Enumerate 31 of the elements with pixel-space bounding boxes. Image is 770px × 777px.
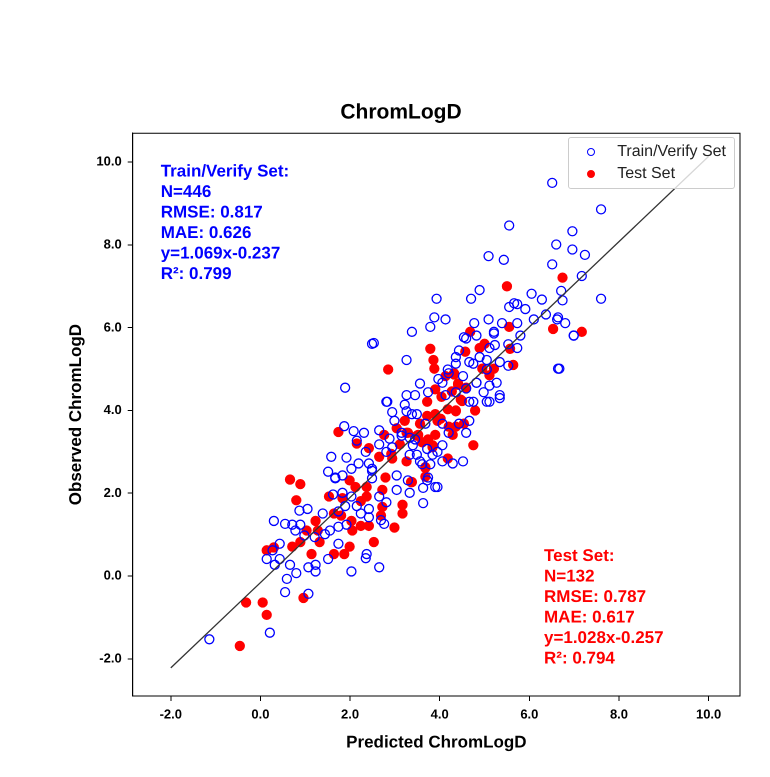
annotation: RMSE: 0.787 [544,587,646,606]
y-tick-label: 10.0 [96,154,122,169]
legend-label: Train/Verify Set [617,142,726,162]
y-tick-label: -2.0 [99,650,122,666]
annotation: N=446 [160,182,212,201]
x-tick-label: 2.0 [341,706,360,722]
annotation: RMSE: 0.817 [160,202,263,222]
annotation: y=1.028x-0.257 [544,628,664,648]
y-tick-label: 4.0 [104,402,122,418]
x-tick-label: 10.0 [696,706,722,722]
annotation: N=132 [544,566,595,586]
x-tick-label: 0.0 [251,706,270,722]
annotation: R²: 0.794 [544,648,616,668]
annotation: Train/Verify Set: [160,161,290,180]
x-axis-title: Predicted ChromLogD [346,732,527,752]
x-tick-label: 6.0 [520,706,538,722]
x-tick-label: 8.0 [610,706,628,722]
y-tick-label: 8.0 [104,236,122,252]
legend-label: Test Set [617,164,676,184]
y-tick-label: 2.0 [104,484,122,500]
annotation: MAE: 0.626 [160,222,252,242]
annotation: Test Set: [544,546,615,566]
chart-title: ChromLogD [340,100,462,124]
y-tick-label: 0.0 [104,568,122,583]
x-tick-label: -2.0 [160,706,182,722]
x-tick-label: 4.0 [430,706,449,722]
annotation: y=1.069x-0.237 [160,243,280,262]
y-axis-title: Observed ChromLogD [66,324,85,506]
y-tick-label: 6.0 [104,319,122,334]
annotation: MAE: 0.617 [544,608,635,627]
annotation: R²: 0.799 [160,264,232,283]
